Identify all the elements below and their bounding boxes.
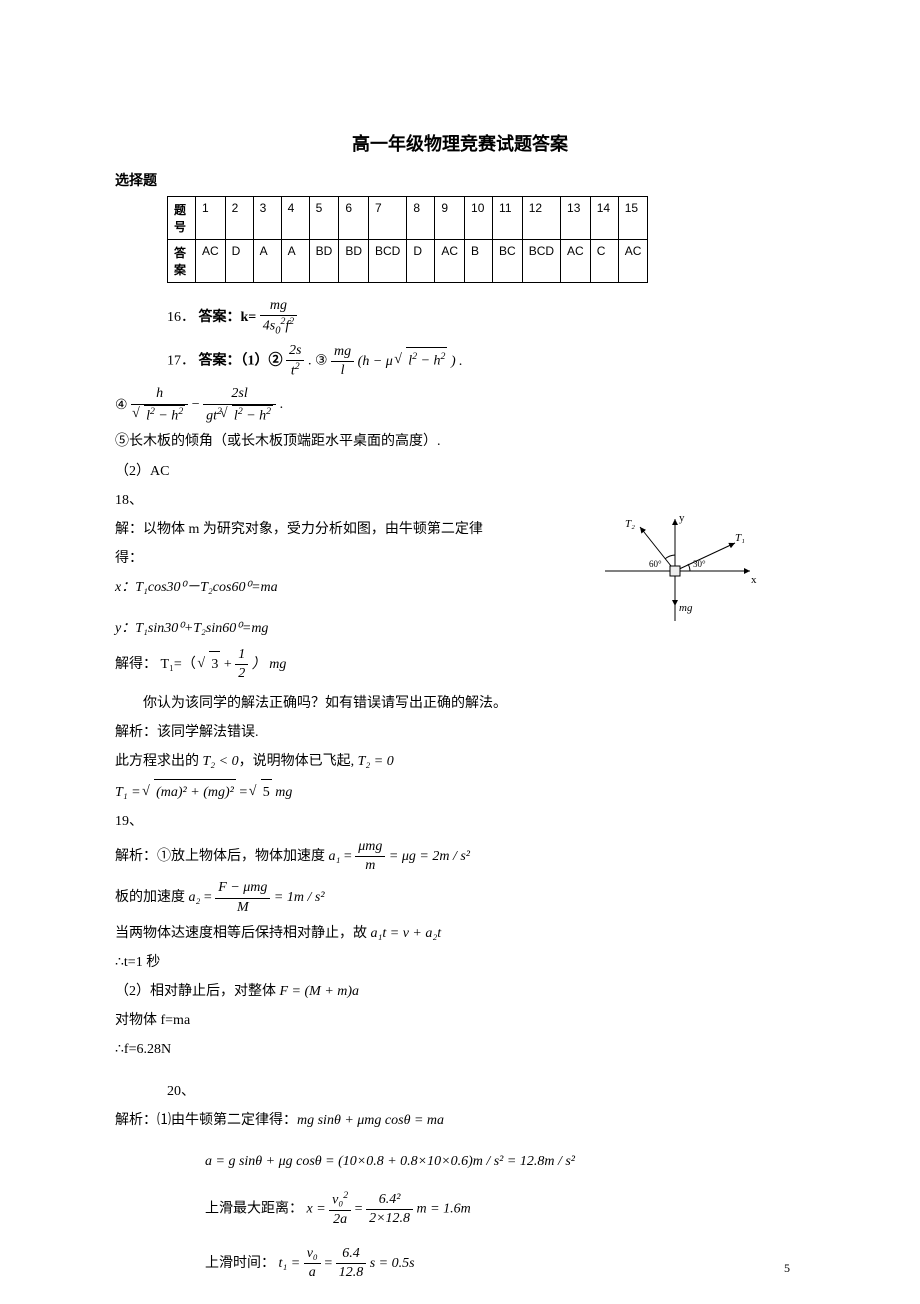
q17-line1: 17． 答案：（1）② 2s t2 . ③ mg l (h − μ l2 − h…	[167, 342, 805, 381]
q17-label: 答案：（1）②	[199, 354, 283, 369]
answer-cell: A	[281, 240, 309, 283]
col-num: 8	[407, 197, 435, 240]
answer-cell: BD	[339, 240, 369, 283]
table-row-answers: 答案 ACDAABDBDBCDDACBBCBCDACCAC	[168, 240, 648, 283]
svg-text:T₁: T₁	[735, 532, 745, 544]
q17-frac-2s: 2s t2	[286, 342, 304, 381]
q17-line2: ④ h l2 − h2 − 2sl gt2l2 − h2 .	[115, 385, 805, 425]
header-cell: 答案	[168, 240, 196, 283]
q17-prefix: 17．	[167, 354, 195, 369]
sqrt-icon: 3	[199, 651, 220, 677]
answer-cell: BC	[493, 240, 523, 283]
col-num: 15	[618, 197, 648, 240]
answer-cell: D	[225, 240, 253, 283]
svg-text:mg: mg	[679, 602, 693, 614]
q16-fraction: mg 4s02f2	[260, 297, 297, 338]
answer-cell: B	[465, 240, 493, 283]
col-num: 4	[281, 197, 309, 240]
answer-cell: AC	[561, 240, 591, 283]
frac-num: mg	[260, 297, 297, 316]
section-label: 选择题	[115, 170, 805, 190]
col-num: 5	[309, 197, 339, 240]
answer-cell: C	[590, 240, 618, 283]
answer-cell: AC	[196, 240, 226, 283]
svg-text:T₂: T₂	[625, 518, 635, 530]
sqrt-icon: (ma)² + (mg)²	[144, 779, 236, 805]
page-number: 5	[784, 1261, 790, 1276]
q20-l4: 上滑时间： t₁ = v₀a = 6.412.8 s = 0.5s	[205, 1245, 805, 1282]
q17-l2-t1: h l2 − h2	[131, 385, 188, 425]
sqrt-icon: 5	[251, 779, 272, 805]
col-num: 6	[339, 197, 369, 240]
q19-l4: ∴t=1 秒	[115, 950, 805, 975]
q17-dot: . ③	[308, 354, 328, 369]
q19-l6: 对物体 f=ma	[115, 1008, 805, 1033]
answer-cell: AC	[618, 240, 648, 283]
q18-l3: 此方程求出的 T₂ < 0，说明物体已飞起, T₂ = 0	[115, 749, 805, 774]
answer-cell: AC	[435, 240, 465, 283]
q16-line: 16． 答案：k= mg 4s02f2	[167, 297, 805, 338]
q19-l1: 解析：①放上物体后，物体加速度 a₁ = μmgm = μg = 2m / s²	[115, 838, 805, 875]
frac-den: 4s02f2	[260, 316, 297, 338]
q18-heading: 18、	[115, 488, 805, 513]
q20-l2: a = g sinθ + μg cosθ = (10×0.8 + 0.8×10×…	[205, 1149, 805, 1174]
q18-ans: 解析：该同学解法错误.	[115, 720, 805, 745]
frac: 6.412.8	[336, 1245, 367, 1282]
table-row-head: 题号 123456789101112131415	[168, 197, 648, 240]
q17-frac-mgl: mg l	[331, 343, 354, 380]
circled-4: ④	[115, 393, 128, 418]
col-num: 2	[225, 197, 253, 240]
q17-line4: （2）AC	[115, 459, 805, 484]
q18-solve: 解得： T₁=（ 3 + 12 ） mg	[115, 646, 805, 683]
answer-table: 题号 123456789101112131415 答案 ACDAABDBDBCD…	[167, 196, 648, 283]
q20-heading: 20、	[167, 1079, 805, 1104]
frac: v₀22a	[329, 1190, 351, 1229]
col-num: 3	[253, 197, 281, 240]
q16-label: 答案：k=	[199, 310, 257, 325]
answer-cell: BCD	[369, 240, 407, 283]
svg-text:y: y	[679, 512, 685, 524]
q20-l1: 解析：⑴由牛顿第二定律得：mg sinθ + μmg cosθ = ma	[115, 1108, 805, 1133]
col-num: 11	[493, 197, 523, 240]
svg-text:x: x	[751, 574, 757, 586]
col-num: 13	[561, 197, 591, 240]
frac: μmgm	[355, 838, 385, 875]
q16-prefix: 16．	[167, 310, 195, 325]
q17-l2-t2: 2sl gt2l2 − h2	[203, 385, 276, 425]
svg-text:30°: 30°	[693, 559, 706, 569]
page-title: 高一年级物理竞赛试题答案	[115, 130, 805, 156]
q19-heading: 19、	[115, 809, 805, 834]
frac: v₀a	[304, 1245, 321, 1282]
q18-t1: T₁ = (ma)² + (mg)² = 5 mg	[115, 779, 805, 805]
answer-cell: D	[407, 240, 435, 283]
frac: 6.4²2×12.8	[366, 1191, 413, 1228]
force-diagram: y x T₁ T₂ mg 30° 60°	[585, 511, 765, 636]
col-num: 10	[465, 197, 493, 240]
half-frac: 12	[235, 646, 248, 683]
answer-cell: BCD	[522, 240, 560, 283]
sqrt-icon: l2 − h2	[396, 347, 447, 374]
q19-l3: 当两物体达速度相等后保持相对静止，故 a₁t = v + a₂t	[115, 921, 805, 946]
sqrt-icon: l2 − h2	[134, 405, 185, 426]
answer-table-wrap: 题号 123456789101112131415 答案 ACDAABDBDBCD…	[167, 196, 805, 283]
q19-l2: 板的加速度 a₂ = F − μmgM = 1m / s²	[115, 879, 805, 916]
frac: F − μmgM	[215, 879, 270, 916]
answer-cell: A	[253, 240, 281, 283]
sqrt-icon: l2 − h2	[222, 405, 273, 426]
col-num: 1	[196, 197, 226, 240]
q19-l5: （2）相对静止后，对整体 F = (M + m)a	[115, 979, 805, 1004]
header-cell: 题号	[168, 197, 196, 240]
q19-l7: ∴f=6.28N	[115, 1037, 805, 1062]
q17-paren: (h − μ l2 − h2 ) .	[358, 354, 463, 369]
q18-question: 你认为该同学的解法正确吗？如有错误请写出正确的解法。	[115, 691, 805, 716]
col-num: 14	[590, 197, 618, 240]
col-num: 7	[369, 197, 407, 240]
answer-cell: BD	[309, 240, 339, 283]
col-num: 9	[435, 197, 465, 240]
q20-l3: 上滑最大距离： x = v₀22a = 6.4²2×12.8 m = 1.6m	[205, 1190, 805, 1229]
col-num: 12	[522, 197, 560, 240]
q17-line3: ⑤长木板的倾角（或长木板顶端距水平桌面的高度）.	[115, 429, 805, 454]
svg-text:60°: 60°	[649, 559, 662, 569]
